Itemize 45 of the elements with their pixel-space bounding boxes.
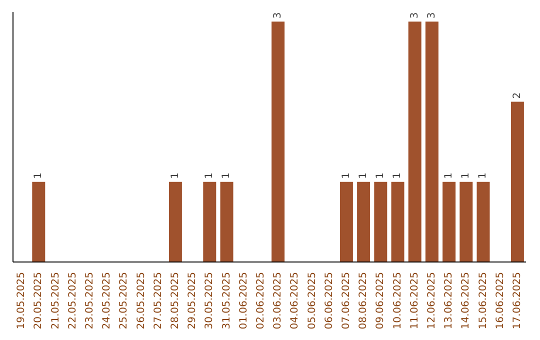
x-tick-label: 26.05.2025 [136, 272, 147, 330]
x-tick-label: 23.05.2025 [84, 272, 96, 330]
data-label: 1 [460, 172, 472, 179]
x-tick-label: 28.05.2025 [170, 272, 181, 330]
x-tick-label: 08.06.2025 [358, 272, 370, 330]
data-label: 2 [512, 92, 523, 99]
data-label: 1 [221, 172, 232, 179]
x-tick-label: 20.05.2025 [33, 272, 44, 330]
x-tick-label: 24.05.2025 [102, 272, 113, 330]
x-tick-label: 15.06.2025 [478, 272, 489, 330]
x-tick-label: 27.05.2025 [152, 272, 164, 330]
x-tick-label: 21.05.2025 [50, 272, 62, 330]
data-label: 1 [340, 172, 352, 179]
x-tick-label: 02.06.2025 [255, 272, 266, 330]
data-label: 1 [33, 172, 44, 179]
data-label: 1 [392, 172, 404, 179]
data-label: 3 [409, 12, 420, 19]
x-tick-label: 31.05.2025 [221, 272, 232, 330]
x-tick-label: 14.06.2025 [460, 272, 472, 330]
data-label: 1 [170, 172, 181, 179]
x-tick-label: 22.05.2025 [67, 272, 78, 330]
data-label: 1 [358, 172, 370, 179]
x-tick-label: 19.05.2025 [16, 272, 28, 330]
data-label: 3 [426, 12, 438, 19]
x-tick-label: 11.06.2025 [409, 272, 420, 330]
x-tick-label: 30.05.2025 [204, 272, 216, 330]
x-tick-label: 03.06.2025 [272, 272, 284, 330]
data-label: 3 [272, 12, 284, 19]
data-label: 1 [375, 172, 386, 179]
x-tick-label: 12.06.2025 [426, 272, 438, 330]
x-tick-label: 06.06.2025 [324, 272, 335, 330]
data-label: 1 [204, 172, 216, 179]
x-tick-label: 16.06.2025 [494, 272, 506, 330]
x-tick-label: 01.06.2025 [238, 272, 250, 330]
x-tick-label: 09.06.2025 [375, 272, 386, 330]
x-tick-label: 17.06.2025 [512, 272, 523, 330]
x-tick-label: 10.06.2025 [392, 272, 404, 330]
data-label: 1 [444, 172, 455, 179]
data-label: 1 [478, 172, 489, 179]
x-tick-label: 07.06.2025 [340, 272, 352, 330]
x-tick-label: 29.05.2025 [187, 272, 198, 330]
x-tick-label: 25.05.2025 [118, 272, 130, 330]
x-tick-label: 13.06.2025 [444, 272, 455, 330]
x-tick-label: 05.06.2025 [306, 272, 318, 330]
x-tick-label: 04.06.2025 [290, 272, 301, 330]
